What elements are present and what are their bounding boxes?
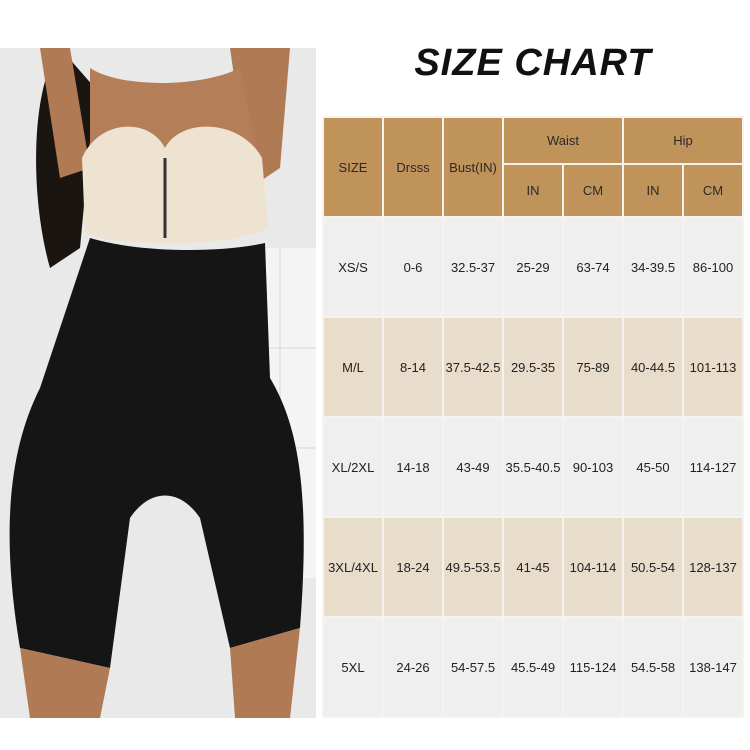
header-hip-in: IN [622,163,684,218]
cell-waist-in: 45.5-49 [502,616,564,718]
cell-waist-cm: 104-114 [562,516,624,618]
cell-hip-in: 45-50 [622,416,684,518]
table-row: XS/S 0-6 32.5-37 25-29 63-74 34-39.5 86-100 [322,216,744,318]
header-dress: Drsss [382,116,444,218]
cell-size: 3XL/4XL [322,516,384,618]
cell-bust: 54-57.5 [442,616,504,718]
cell-waist-in: 35.5-40.5 [502,416,564,518]
cell-bust: 49.5-53.5 [442,516,504,618]
cell-hip-in: 50.5-54 [622,516,684,618]
cell-hip-in: 40-44.5 [622,316,684,418]
cell-bust: 32.5-37 [442,216,504,318]
header-hip-cm: CM [682,163,744,218]
cell-waist-cm: 90-103 [562,416,624,518]
cell-size: XS/S [322,216,384,318]
header-size: SIZE [322,116,384,218]
cell-dress: 8-14 [382,316,444,418]
header-hip: Hip [622,116,744,165]
product-photo [0,48,316,718]
cell-dress: 0-6 [382,216,444,318]
cell-waist-in: 29.5-35 [502,316,564,418]
table-row: M/L 8-14 37.5-42.5 29.5-35 75-89 40-44.5 101-1… [322,316,744,418]
cell-size: 5XL [322,616,384,718]
cell-hip-cm: 101-113 [682,316,744,418]
size-chart-table: SIZE Drsss Bust(IN) Waist Hip IN CM IN C… [322,116,744,718]
cell-hip-cm: 86-100 [682,216,744,318]
cell-waist-in: 41-45 [502,516,564,618]
cell-hip-cm: 128-137 [682,516,744,618]
cell-hip-cm: 114-127 [682,416,744,518]
cell-dress: 18-24 [382,516,444,618]
cell-waist-cm: 75-89 [562,316,624,418]
cell-hip-in: 54.5-58 [622,616,684,718]
cell-dress: 14-18 [382,416,444,518]
cell-hip-in: 34-39.5 [622,216,684,318]
cell-waist-cm: 63-74 [562,216,624,318]
header-bust: Bust(IN) [442,116,504,218]
table-row: 3XL/4XL 18-24 49.5-53.5 41-45 104-114 50.5-54… [322,516,744,618]
cell-dress: 24-26 [382,616,444,718]
page-title: SIZE CHART [414,42,652,84]
header-waist: Waist [502,116,624,165]
cell-waist-cm: 115-124 [562,616,624,718]
cell-bust: 37.5-42.5 [442,316,504,418]
cell-hip-cm: 138-147 [682,616,744,718]
cell-waist-in: 25-29 [502,216,564,318]
table-row: 5XL 24-26 54-57.5 45.5-49 115-124 54.5-58 138-… [322,616,744,718]
cell-bust: 43-49 [442,416,504,518]
cell-size: XL/2XL [322,416,384,518]
header-waist-cm: CM [562,163,624,218]
cell-size: M/L [322,316,384,418]
header-waist-in: IN [502,163,564,218]
table-row: XL/2XL 14-18 43-49 35.5-40.5 90-103 45-50 114-… [322,416,744,518]
